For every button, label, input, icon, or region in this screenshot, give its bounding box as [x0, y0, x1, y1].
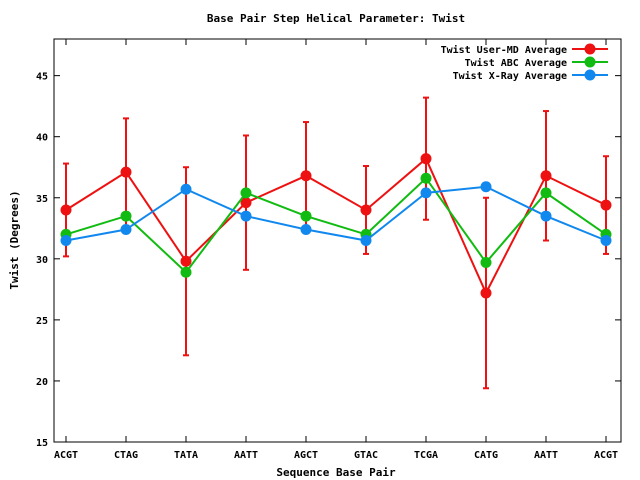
legend-marker: [584, 69, 596, 81]
legend-item: Twist ABC Average: [465, 56, 608, 69]
data-point: [120, 224, 132, 236]
y-tick-label: 20: [36, 377, 48, 388]
y-axis: 15 20 25 30 35 40 45: [36, 72, 621, 449]
x-tick-label: GTAC: [354, 450, 378, 461]
data-point: [240, 210, 252, 222]
legend-label: Twist X-Ray Average: [453, 70, 567, 82]
x-tick-label: TATA: [174, 450, 198, 461]
legend-label: Twist ABC Average: [465, 57, 567, 69]
data-point: [540, 170, 552, 182]
plot-frame: [53, 38, 622, 443]
series-2: [60, 181, 612, 246]
data-point: [540, 210, 552, 222]
data-point: [480, 287, 492, 299]
series-line: [65, 176, 607, 274]
x-tick-label: AATT: [234, 450, 258, 461]
x-tick-label: CTAG: [114, 450, 138, 461]
legend-item: Twist X-Ray Average: [453, 69, 608, 82]
legend-marker: [584, 56, 596, 68]
chart-title: Base Pair Step Helical Parameter: Twist: [207, 12, 465, 25]
x-axis: ACGT CTAG TATA AATT AGCT GTAC TCGA CATG AATT ACGT: [54, 39, 618, 461]
data-point: [60, 235, 72, 246]
data-point: [300, 224, 312, 236]
data-point: [60, 204, 72, 216]
legend-item: Twist User-MD Average: [441, 43, 608, 56]
data-point: [420, 187, 432, 199]
x-tick-label: ACGT: [54, 450, 78, 461]
legend-label: Twist User-MD Average: [441, 44, 567, 56]
data-point: [420, 153, 432, 165]
data-point: [600, 235, 612, 246]
series-0: [60, 96, 612, 390]
series-layer: [60, 96, 612, 390]
data-point: [360, 235, 372, 246]
y-tick-label: 35: [36, 194, 48, 205]
data-point: [300, 210, 312, 222]
y-tick-label: 30: [36, 255, 48, 266]
data-point: [300, 170, 312, 182]
y-tick-label: 15: [36, 438, 48, 449]
data-point: [180, 255, 192, 267]
x-tick-label: ACGT: [594, 450, 618, 461]
x-tick-label: AGCT: [294, 450, 318, 461]
y-tick-label: 45: [36, 72, 48, 83]
data-point: [240, 197, 252, 209]
y-tick-label: 40: [36, 133, 48, 144]
x-tick-label: TCGA: [414, 450, 438, 461]
series-line: [65, 157, 607, 296]
data-point: [240, 187, 252, 199]
data-point: [120, 210, 132, 222]
data-point: [360, 204, 372, 216]
y-axis-label: Twist (Degrees): [8, 190, 21, 289]
legend-marker: [584, 43, 596, 55]
data-point: [480, 256, 492, 268]
series-1: [60, 172, 612, 278]
x-tick-label: AATT: [534, 450, 558, 461]
series-line: [65, 185, 607, 242]
data-point: [180, 183, 192, 195]
data-point: [180, 266, 192, 278]
data-point: [600, 199, 612, 211]
data-point: [480, 181, 492, 193]
y-tick-label: 25: [36, 316, 48, 327]
x-axis-label: Sequence Base Pair: [276, 466, 396, 479]
x-tick-label: CATG: [474, 450, 498, 461]
data-point: [120, 166, 132, 178]
data-point: [420, 172, 432, 184]
data-point: [540, 187, 552, 199]
